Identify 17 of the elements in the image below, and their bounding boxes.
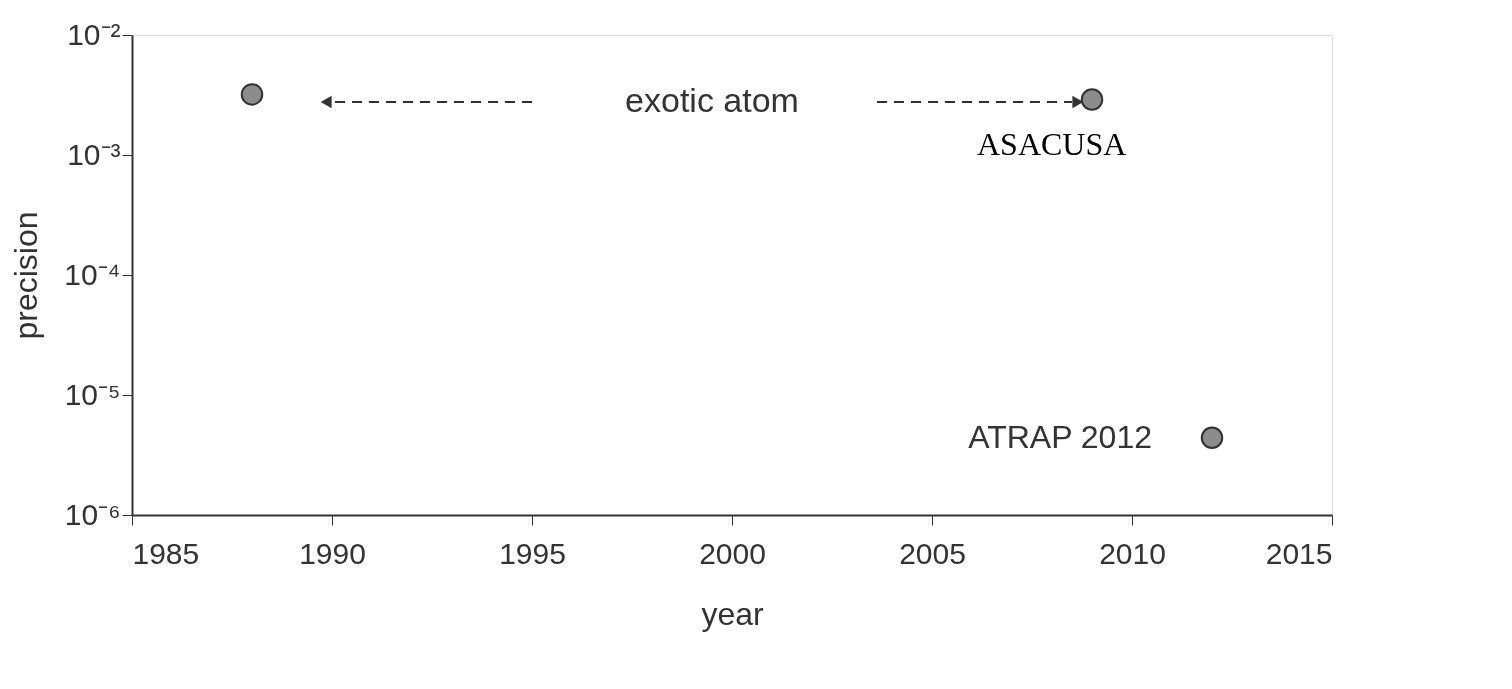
x-tick-label: 2015 [1265,536,1333,570]
y-tick-label: 10⁻³ [67,137,121,171]
y-tick-label: 10⁻² [67,17,121,51]
x-tick-label: 2005 [899,536,966,570]
annotation: exotic atom [625,81,799,119]
x-tick-label: 2010 [1099,536,1166,570]
x-tick-label: 2000 [699,536,766,570]
x-axis-title: year [701,595,764,632]
x-tick-label: 1985 [132,536,200,570]
annotation: ATRAP 2012 [968,418,1152,455]
x-tick-label: 1995 [499,536,566,570]
y-tick-label: 10⁻⁶ [64,497,121,531]
y-tick-label: 10⁻⁴ [64,257,121,291]
y-tick-label: 10⁻⁵ [64,377,121,411]
annotation: ASACUSA [977,125,1127,162]
x-tick-label: 1990 [299,536,366,570]
y-axis-title: precision [8,211,45,340]
